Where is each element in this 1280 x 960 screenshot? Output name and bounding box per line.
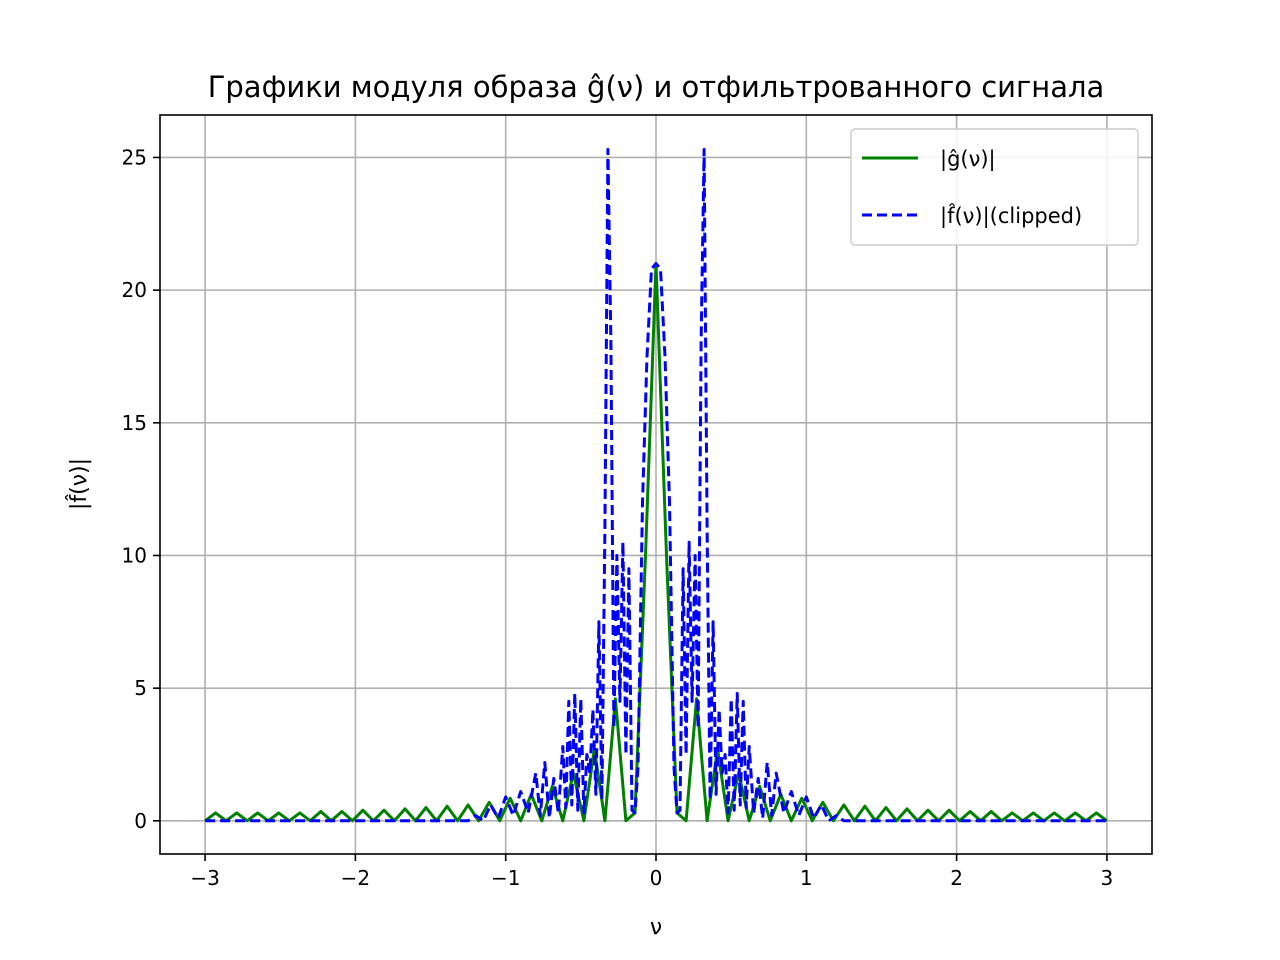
x-tick-label: 3 — [1101, 866, 1114, 890]
x-tick-label: 0 — [650, 866, 663, 890]
series-line-1 — [205, 148, 1107, 823]
y-tick-label: 5 — [134, 676, 147, 700]
x-axis: −3 −2 −1 0 1 2 3 — [190, 854, 1113, 890]
y-tick-label: 20 — [122, 278, 147, 302]
y-tick-label: 10 — [122, 543, 147, 567]
y-axis-label: |f̂(ν)| — [66, 458, 92, 510]
y-axis: 0 5 10 15 20 25 — [122, 145, 160, 833]
x-tick-label: 1 — [800, 866, 813, 890]
y-tick-label: 15 — [122, 411, 147, 435]
x-axis-label: ν — [650, 915, 662, 940]
chart-title: Графики модуля образа ĝ(ν) и отфильтрова… — [208, 70, 1105, 104]
x-tick-label: 2 — [950, 866, 963, 890]
legend-label-f: |f̂(ν)|(clipped) — [940, 203, 1082, 229]
y-tick-label: 25 — [122, 145, 147, 169]
legend-box — [850, 128, 1139, 246]
x-tick-label: −2 — [341, 866, 370, 890]
series-layer — [204, 148, 1108, 823]
x-tick-label: −3 — [190, 866, 219, 890]
y-tick-label: 0 — [134, 809, 147, 833]
legend-label-g: |ĝ(ν)| — [940, 147, 996, 172]
x-tick-label: −1 — [491, 866, 520, 890]
legend: |ĝ(ν)| |f̂(ν)|(clipped) — [850, 128, 1139, 246]
